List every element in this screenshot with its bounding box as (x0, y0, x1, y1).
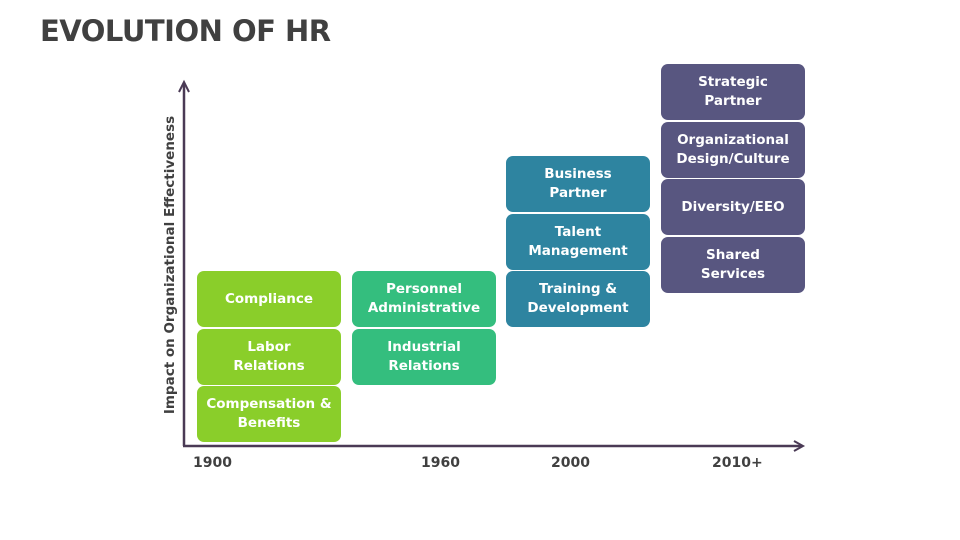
box-compliance: Compliance (197, 271, 341, 327)
box-diversity-eeo: Diversity/EEO (661, 179, 805, 235)
box-shared-services: Shared Services (661, 237, 805, 293)
box-business-partner: Business Partner (506, 156, 650, 212)
box-industrial-relations: Industrial Relations (352, 329, 496, 385)
box-compensation-benefits: Compensation & Benefits (197, 386, 341, 442)
x-tick-1900: 1900 (193, 455, 232, 471)
x-tick-1960: 1960 (421, 455, 460, 471)
box-organizational-design-culture: Organizational Design/Culture (661, 122, 805, 178)
x-tick-2000: 2000 (551, 455, 590, 471)
y-axis-label: Impact on Organizational Effectiveness (162, 115, 178, 415)
x-tick-2010-plus: 2010+ (712, 455, 763, 471)
y-axis-arrow-icon (178, 79, 190, 93)
page-title: EVOLUTION OF HR (40, 14, 331, 48)
box-personnel-administrative: Personnel Administrative (352, 271, 496, 327)
box-strategic-partner: Strategic Partner (661, 64, 805, 120)
x-axis-arrow-icon (793, 440, 806, 452)
box-talent-management: Talent Management (506, 214, 650, 270)
box-training-development: Training & Development (506, 271, 650, 327)
box-labor-relations: Labor Relations (197, 329, 341, 385)
